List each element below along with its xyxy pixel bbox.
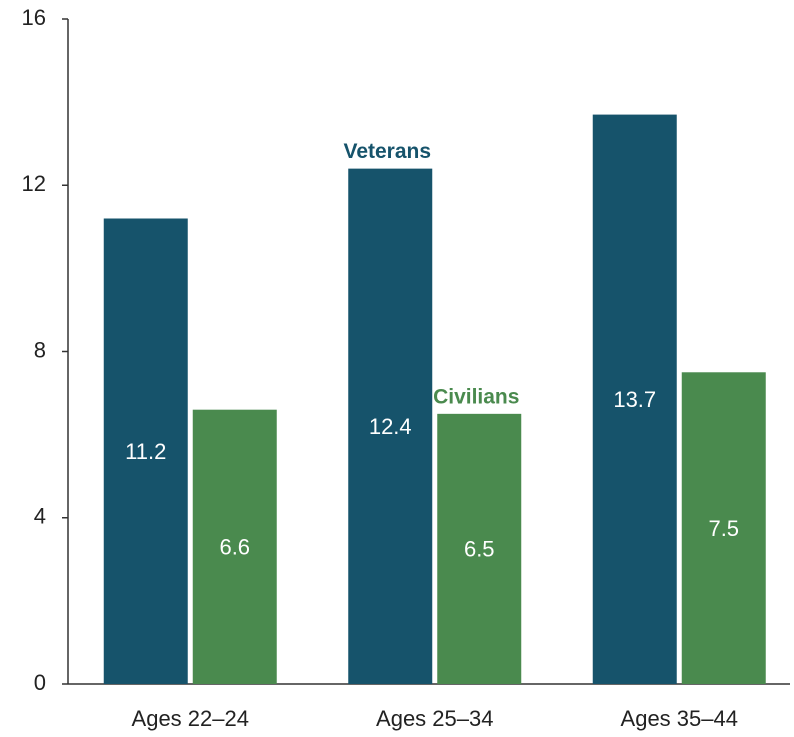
y-tick-label: 4 [34, 504, 46, 529]
x-tick-label: Ages 35–44 [621, 706, 738, 731]
bar [437, 413, 522, 684]
x-tick-label: Ages 25–34 [376, 706, 493, 731]
bar [192, 409, 277, 684]
legend-label: Veterans [343, 140, 431, 163]
data-label: 6.5 [464, 537, 495, 562]
bar [681, 372, 766, 684]
y-tick-label: 0 [34, 670, 46, 695]
bar [103, 218, 188, 684]
x-tick-label: Ages 22–24 [132, 706, 249, 731]
y-tick-label: 8 [34, 337, 46, 362]
data-label: 11.2 [125, 439, 166, 464]
data-label: 6.6 [219, 535, 250, 560]
y-tick-label: 12 [22, 171, 46, 196]
y-tick-label: 16 [22, 5, 46, 30]
bar [592, 114, 677, 684]
data-label: 7.5 [708, 516, 739, 541]
data-label: 13.7 [613, 387, 656, 412]
data-label: 12.4 [369, 414, 412, 439]
bar [348, 168, 433, 684]
legend-label: Civilians [433, 385, 519, 408]
